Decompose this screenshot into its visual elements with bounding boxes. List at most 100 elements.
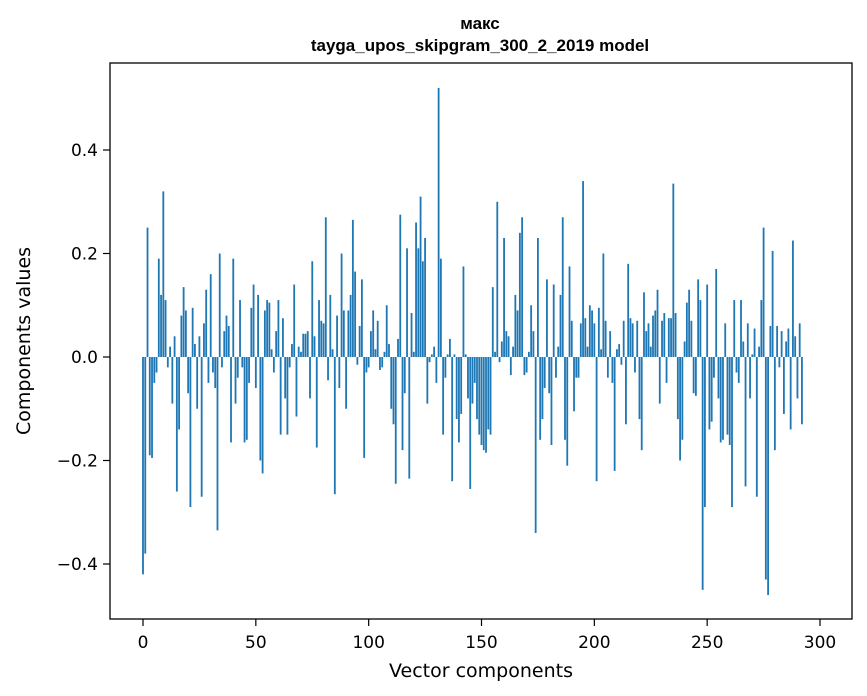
bar-114 bbox=[399, 214, 402, 357]
bar-292 bbox=[801, 357, 803, 425]
bar-106 bbox=[381, 357, 384, 368]
bar-140 bbox=[458, 357, 460, 443]
bar-48 bbox=[250, 307, 253, 357]
bar-13 bbox=[171, 357, 174, 404]
bar-244 bbox=[692, 357, 695, 394]
bar-288 bbox=[792, 240, 794, 357]
bar-81 bbox=[324, 217, 327, 357]
bar-99 bbox=[365, 357, 368, 373]
chart-subtitle: tayga_upos_skipgram_300_2_2019 model bbox=[311, 36, 649, 55]
bar-47 bbox=[248, 357, 250, 383]
bar-87 bbox=[338, 357, 341, 389]
bar-221 bbox=[640, 357, 643, 451]
bar-150 bbox=[480, 357, 483, 445]
bar-62 bbox=[282, 318, 284, 357]
y-tick-label: 0.2 bbox=[71, 245, 98, 265]
bar-31 bbox=[212, 357, 214, 373]
bar-267 bbox=[744, 357, 747, 487]
bar-263 bbox=[735, 357, 738, 373]
bar-286 bbox=[787, 328, 790, 357]
y-tick-label: 0.0 bbox=[71, 348, 98, 368]
bar-153 bbox=[487, 357, 490, 430]
bar-205 bbox=[604, 320, 607, 357]
bar-63 bbox=[284, 357, 287, 399]
bar-2 bbox=[146, 227, 149, 358]
bar-115 bbox=[401, 357, 404, 451]
bar-34 bbox=[218, 253, 221, 357]
bar-10 bbox=[164, 300, 167, 357]
x-axis-ticks: 0 50 100 150 200 250 300 bbox=[138, 619, 836, 653]
x-axis-label: Vector components bbox=[389, 660, 573, 682]
bar-27 bbox=[203, 323, 205, 357]
bar-78 bbox=[318, 300, 320, 357]
bar-44 bbox=[241, 357, 244, 368]
bar-226 bbox=[652, 315, 654, 357]
bar-152 bbox=[485, 357, 487, 453]
bar-51 bbox=[257, 294, 259, 357]
bar-101 bbox=[370, 331, 372, 358]
bar-136 bbox=[449, 338, 451, 357]
x-tick-label: 300 bbox=[804, 633, 836, 653]
bar-287 bbox=[789, 357, 792, 430]
bar-199 bbox=[591, 310, 593, 357]
bar-214 bbox=[625, 357, 627, 425]
bar-280 bbox=[773, 357, 776, 451]
bar-251 bbox=[708, 357, 711, 430]
bar-11 bbox=[166, 357, 169, 368]
bar-76 bbox=[313, 336, 316, 357]
bar-21 bbox=[189, 357, 192, 508]
bar-229 bbox=[658, 357, 661, 404]
bar-1 bbox=[144, 357, 147, 554]
bar-179 bbox=[546, 279, 548, 358]
bar-157 bbox=[496, 201, 499, 357]
bar-132 bbox=[439, 258, 442, 357]
bar-188 bbox=[566, 357, 569, 466]
bar-70 bbox=[300, 351, 302, 357]
bar-270 bbox=[751, 354, 754, 357]
x-tick-label: 50 bbox=[245, 633, 267, 653]
bar-224 bbox=[647, 323, 650, 357]
bar-98 bbox=[363, 357, 366, 458]
bar-249 bbox=[704, 357, 706, 508]
bar-239 bbox=[681, 357, 684, 440]
bar-108 bbox=[385, 305, 388, 357]
bar-207 bbox=[609, 331, 612, 358]
bar-256 bbox=[719, 357, 722, 443]
x-tick-label: 0 bbox=[138, 633, 149, 653]
bar-141 bbox=[460, 357, 463, 414]
bar-89 bbox=[342, 310, 345, 357]
bar-235 bbox=[672, 183, 675, 357]
bar-148 bbox=[476, 357, 478, 420]
bar-39 bbox=[230, 357, 232, 443]
bar-104 bbox=[376, 320, 379, 357]
bar-109 bbox=[388, 344, 390, 357]
bar-40 bbox=[232, 258, 235, 357]
bar-268 bbox=[746, 323, 749, 357]
bar-279 bbox=[771, 250, 774, 357]
bar-194 bbox=[579, 323, 582, 357]
bar-166 bbox=[516, 310, 519, 357]
bar-275 bbox=[762, 227, 765, 358]
bar-139 bbox=[455, 357, 458, 420]
bar-284 bbox=[782, 357, 785, 414]
bar-33 bbox=[216, 357, 219, 531]
bar-42 bbox=[236, 357, 239, 378]
bar-145 bbox=[469, 357, 472, 489]
bar-259 bbox=[726, 357, 729, 435]
bar-6 bbox=[155, 357, 158, 373]
bar-155 bbox=[491, 287, 494, 357]
bar-25 bbox=[198, 336, 201, 357]
bar-289 bbox=[794, 336, 797, 357]
bar-180 bbox=[548, 357, 551, 394]
bar-252 bbox=[710, 357, 713, 422]
bar-215 bbox=[627, 263, 630, 357]
bar-158 bbox=[498, 357, 501, 363]
bar-88 bbox=[340, 253, 343, 357]
bar-94 bbox=[354, 271, 357, 357]
bar-92 bbox=[349, 294, 352, 357]
bar-22 bbox=[191, 307, 194, 357]
bar-273 bbox=[758, 346, 760, 357]
bar-232 bbox=[665, 357, 668, 383]
bar-290 bbox=[796, 357, 799, 399]
bar-23 bbox=[194, 344, 196, 357]
